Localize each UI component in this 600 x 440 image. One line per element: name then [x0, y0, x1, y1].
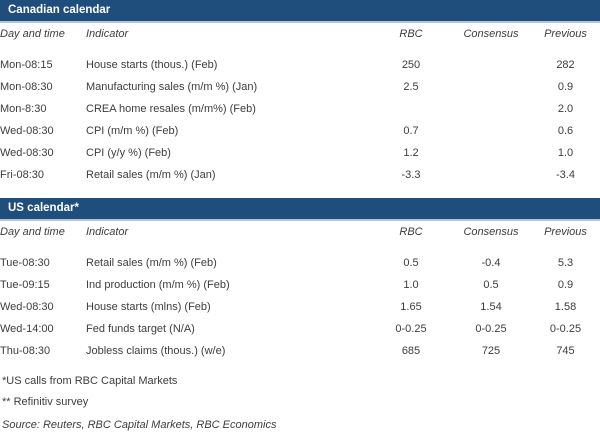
cell-previous: 0.9: [557, 279, 574, 291]
spacer-row: [0, 243, 600, 252]
cell-previous: -3.4: [556, 169, 575, 181]
cell-consensus: 0.5: [483, 279, 499, 291]
cell-day-time: Tue-08:30: [0, 257, 50, 269]
table-row: Wed-08:30 House starts (mlns) (Feb) 1.65…: [0, 296, 600, 318]
cell-indicator: Retail sales (m/m %) (Jan): [86, 169, 216, 181]
cell-consensus: [451, 54, 531, 76]
column-header-previous: Previous: [544, 226, 587, 238]
cell-previous: 282: [556, 59, 575, 71]
table-row: Wed-08:30 CPI (y/y %) (Feb) 1.2 1.0: [0, 142, 600, 164]
cell-rbc: 0.7: [403, 125, 419, 137]
spacer-row: [0, 45, 600, 54]
cell-rbc: -3.3: [401, 169, 421, 181]
table-row: Thu-08:30 Jobless claims (thous.) (w/e) …: [0, 340, 600, 362]
cell-indicator: Ind production (m/m %) (Feb): [86, 279, 230, 291]
us-calendar-header-bar: US calendar*: [0, 198, 600, 221]
column-header-day-and-time: Day and time: [0, 28, 65, 40]
canadian-calendar-table: Day and time Indicator RBC Consensus Pre…: [0, 23, 600, 186]
column-header-previous: Previous: [544, 28, 587, 40]
table-row: Wed-14:00 Fed funds target (N/A) 0-0.25 …: [0, 318, 600, 340]
cell-indicator: House starts (mlns) (Feb): [86, 301, 211, 313]
cell-day-time: Wed-08:30: [0, 147, 54, 159]
footnote-refinitiv: ** Refinitiv survey: [2, 396, 89, 408]
column-header-rbc: RBC: [399, 28, 423, 40]
cell-consensus: 725: [481, 345, 501, 357]
cell-consensus: [451, 76, 531, 98]
cell-day-time: Thu-08:30: [0, 345, 51, 357]
cell-previous: 745: [556, 345, 575, 357]
column-header-row: Day and time Indicator RBC Consensus Pre…: [0, 221, 600, 243]
column-header-consensus: Consensus: [463, 28, 519, 40]
cell-day-time: Wed-14:00: [0, 323, 54, 335]
table-row: Tue-09:15 Ind production (m/m %) (Feb) 1…: [0, 274, 600, 296]
cell-consensus: 0-0.25: [475, 323, 507, 335]
cell-indicator: CPI (y/y %) (Feb): [86, 147, 171, 159]
cell-rbc: 1.0: [403, 279, 419, 291]
cell-consensus: [451, 120, 531, 142]
cell-rbc: 0-0.25: [395, 323, 427, 335]
column-header-consensus: Consensus: [463, 226, 519, 238]
cell-day-time: Fri-08:30: [0, 169, 45, 181]
canadian-calendar-header-bar: Canadian calendar: [0, 0, 600, 23]
cell-consensus: 1.54: [480, 301, 502, 313]
cell-previous: 1.58: [554, 301, 577, 313]
cell-rbc: 1.65: [400, 301, 422, 313]
cell-rbc: 1.2: [403, 147, 419, 159]
cell-day-time: Wed-08:30: [0, 301, 54, 313]
us-calendar-table: Day and time Indicator RBC Consensus Pre…: [0, 221, 600, 362]
cell-consensus: [451, 142, 531, 164]
cell-rbc: 250: [401, 59, 421, 71]
table-row: Mon-08:30 Manufacturing sales (m/m %) (J…: [0, 76, 600, 98]
cell-day-time: Mon-08:15: [0, 59, 53, 71]
cell-consensus: [451, 164, 531, 186]
cell-day-time: Mon-08:30: [0, 81, 53, 93]
table-row: Fri-08:30 Retail sales (m/m %) (Jan) -3.…: [0, 164, 600, 186]
cell-rbc: 685: [401, 345, 421, 357]
column-header-row: Day and time Indicator RBC Consensus Pre…: [0, 23, 600, 45]
table-row: Tue-08:30 Retail sales (m/m %) (Feb) 0.5…: [0, 252, 600, 274]
column-header-day-and-time: Day and time: [0, 226, 65, 238]
cell-indicator: Fed funds target (N/A): [86, 323, 195, 335]
cell-indicator: CPI (m/m %) (Feb): [86, 125, 179, 137]
cell-consensus: -0.4: [481, 257, 501, 269]
column-header-indicator: Indicator: [86, 28, 129, 40]
table-row: Mon-08:15 House starts (thous.) (Feb) 25…: [0, 54, 600, 76]
cell-rbc: 0.5: [403, 257, 419, 269]
cell-day-time: Tue-09:15: [0, 279, 50, 291]
cell-indicator: Manufacturing sales (m/m %) (Jan): [86, 81, 258, 93]
cell-indicator: House starts (thous.) (Feb): [86, 59, 218, 71]
cell-rbc: 2.5: [403, 81, 419, 93]
cell-previous: 0.6: [557, 125, 574, 137]
source-line: Source: Reuters, RBC Capital Markets, RB…: [2, 419, 277, 431]
cell-indicator: Retail sales (m/m %) (Feb): [86, 257, 217, 269]
column-header-rbc: RBC: [399, 226, 423, 238]
cell-indicator: CREA home resales (m/m%) (Feb): [86, 103, 256, 115]
canadian-calendar-section: Canadian calendar Day and time Indicator…: [0, 0, 600, 186]
cell-previous: 0.9: [557, 81, 574, 93]
cell-indicator: Jobless claims (thous.) (w/e): [86, 345, 226, 357]
us-calendar-section: US calendar* Day and time Indicator RBC …: [0, 198, 600, 362]
cell-day-time: Mon-8:30: [0, 103, 47, 115]
cell-previous: 2.0: [557, 103, 574, 115]
footnote-us-calls: *US calls from RBC Capital Markets: [2, 375, 178, 387]
cell-previous: 5.3: [557, 257, 574, 269]
cell-rbc: [371, 98, 451, 120]
cell-day-time: Wed-08:30: [0, 125, 54, 137]
cell-consensus: [451, 98, 531, 120]
cell-previous: 1.0: [557, 147, 574, 159]
column-header-indicator: Indicator: [86, 226, 129, 238]
table-row: Mon-8:30 CREA home resales (m/m%) (Feb) …: [0, 98, 600, 120]
cell-previous: 0-0.25: [549, 323, 582, 335]
table-row: Wed-08:30 CPI (m/m %) (Feb) 0.7 0.6: [0, 120, 600, 142]
